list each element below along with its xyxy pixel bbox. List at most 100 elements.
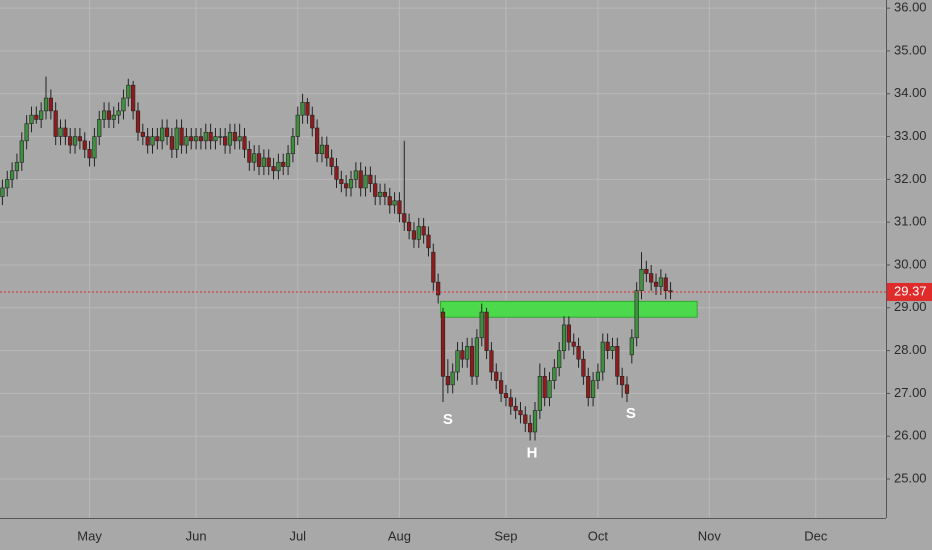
candle-body (174, 127, 179, 150)
candle-body (97, 119, 102, 137)
candle-body (252, 153, 257, 163)
candle-body (218, 136, 223, 138)
candle-body (566, 324, 571, 343)
candle-body (465, 346, 470, 360)
y-tick-label: 35.00 (894, 42, 927, 57)
candle-body (537, 375, 542, 411)
candle-body (155, 136, 160, 142)
candle-body (561, 324, 567, 351)
axis-labels: 25.00 26.00 27.00 28.00 29.00 30.00 31.00 32.00… (77, 0, 932, 543)
candle-body (189, 136, 194, 142)
x-tick-label: May (77, 528, 102, 543)
candle-body (431, 251, 436, 283)
candle-body (586, 375, 591, 399)
candle-body (571, 341, 576, 347)
candle-body (436, 281, 441, 296)
candle-body (48, 97, 53, 112)
zone (440, 300, 698, 318)
candle-body (295, 114, 300, 137)
x-tick-label: Jun (186, 528, 207, 543)
candle-body (382, 191, 388, 197)
candle-body (479, 311, 484, 339)
candle-body (387, 196, 392, 206)
candle-body (184, 136, 189, 146)
candle-body (605, 341, 610, 351)
candle-body (315, 127, 320, 154)
last-price-box (887, 282, 932, 301)
candle-body (397, 200, 402, 214)
candle-body (29, 114, 34, 125)
candle-body (552, 367, 557, 381)
candle-body (150, 136, 155, 146)
candle-body (285, 153, 291, 167)
candle-body (334, 166, 339, 180)
candle-body (528, 423, 533, 433)
y-tick-label: 34.00 (894, 85, 927, 100)
candle-body (198, 136, 204, 142)
candle-body (460, 350, 465, 360)
y-tick-label: 27.00 (894, 385, 927, 400)
candle-body (329, 157, 334, 167)
candle-body (135, 110, 141, 133)
candle-body (590, 380, 596, 399)
candle-body (649, 273, 654, 283)
y-tick-label: 25.00 (894, 470, 927, 485)
candle-body (407, 221, 412, 232)
candle-body (5, 179, 10, 189)
candle-body (223, 136, 228, 146)
candle-body (242, 136, 247, 150)
candle-body (620, 375, 625, 386)
candle-body (658, 277, 663, 287)
candle-body (402, 213, 407, 223)
candle-body (494, 371, 499, 381)
candle-body (276, 161, 281, 172)
candle-body (542, 375, 547, 399)
candle-body (39, 110, 44, 120)
y-tick-label: 33.00 (894, 128, 927, 143)
candle-body (576, 346, 581, 360)
candle-body (63, 127, 68, 137)
candle-body (358, 170, 363, 189)
candle-body (77, 136, 82, 142)
candle-body (0, 187, 5, 197)
candle-body (644, 268, 649, 274)
candle-body (247, 149, 252, 163)
candle-body (469, 346, 475, 377)
candle-body (508, 397, 513, 407)
candle-body (513, 405, 518, 411)
candle-body (266, 157, 271, 167)
candle-body (68, 136, 73, 146)
candle-body (629, 337, 634, 356)
y-tick-label: 31.00 (894, 214, 927, 229)
candle-body (377, 191, 383, 197)
y-tick-label: 36.00 (894, 0, 927, 15)
candle-body (237, 136, 242, 142)
candle-body (624, 384, 630, 394)
candle-body (193, 136, 199, 142)
candle-body (232, 131, 237, 142)
candle-body (116, 110, 121, 116)
candle-body (271, 166, 276, 172)
y-tick-label: 32.00 (894, 171, 927, 186)
y-tick-label: 30.00 (894, 256, 927, 271)
candle-body (532, 410, 538, 433)
x-tick-label: Oct (588, 528, 609, 543)
candle-body (203, 131, 208, 142)
candle-body (547, 380, 552, 399)
candle-body (281, 161, 286, 167)
candle-body (489, 350, 494, 373)
x-tick-label: Sep (494, 528, 517, 543)
candle-body (24, 123, 29, 142)
candle-body (324, 144, 329, 159)
candle-body (610, 346, 615, 351)
candle-body (300, 102, 305, 116)
candle-body (411, 230, 417, 240)
candle-body (82, 140, 87, 150)
candle-body (305, 102, 310, 116)
candle-body (368, 174, 373, 184)
candle-body (227, 131, 233, 146)
candle-body (615, 346, 620, 377)
candle-body (445, 375, 450, 386)
